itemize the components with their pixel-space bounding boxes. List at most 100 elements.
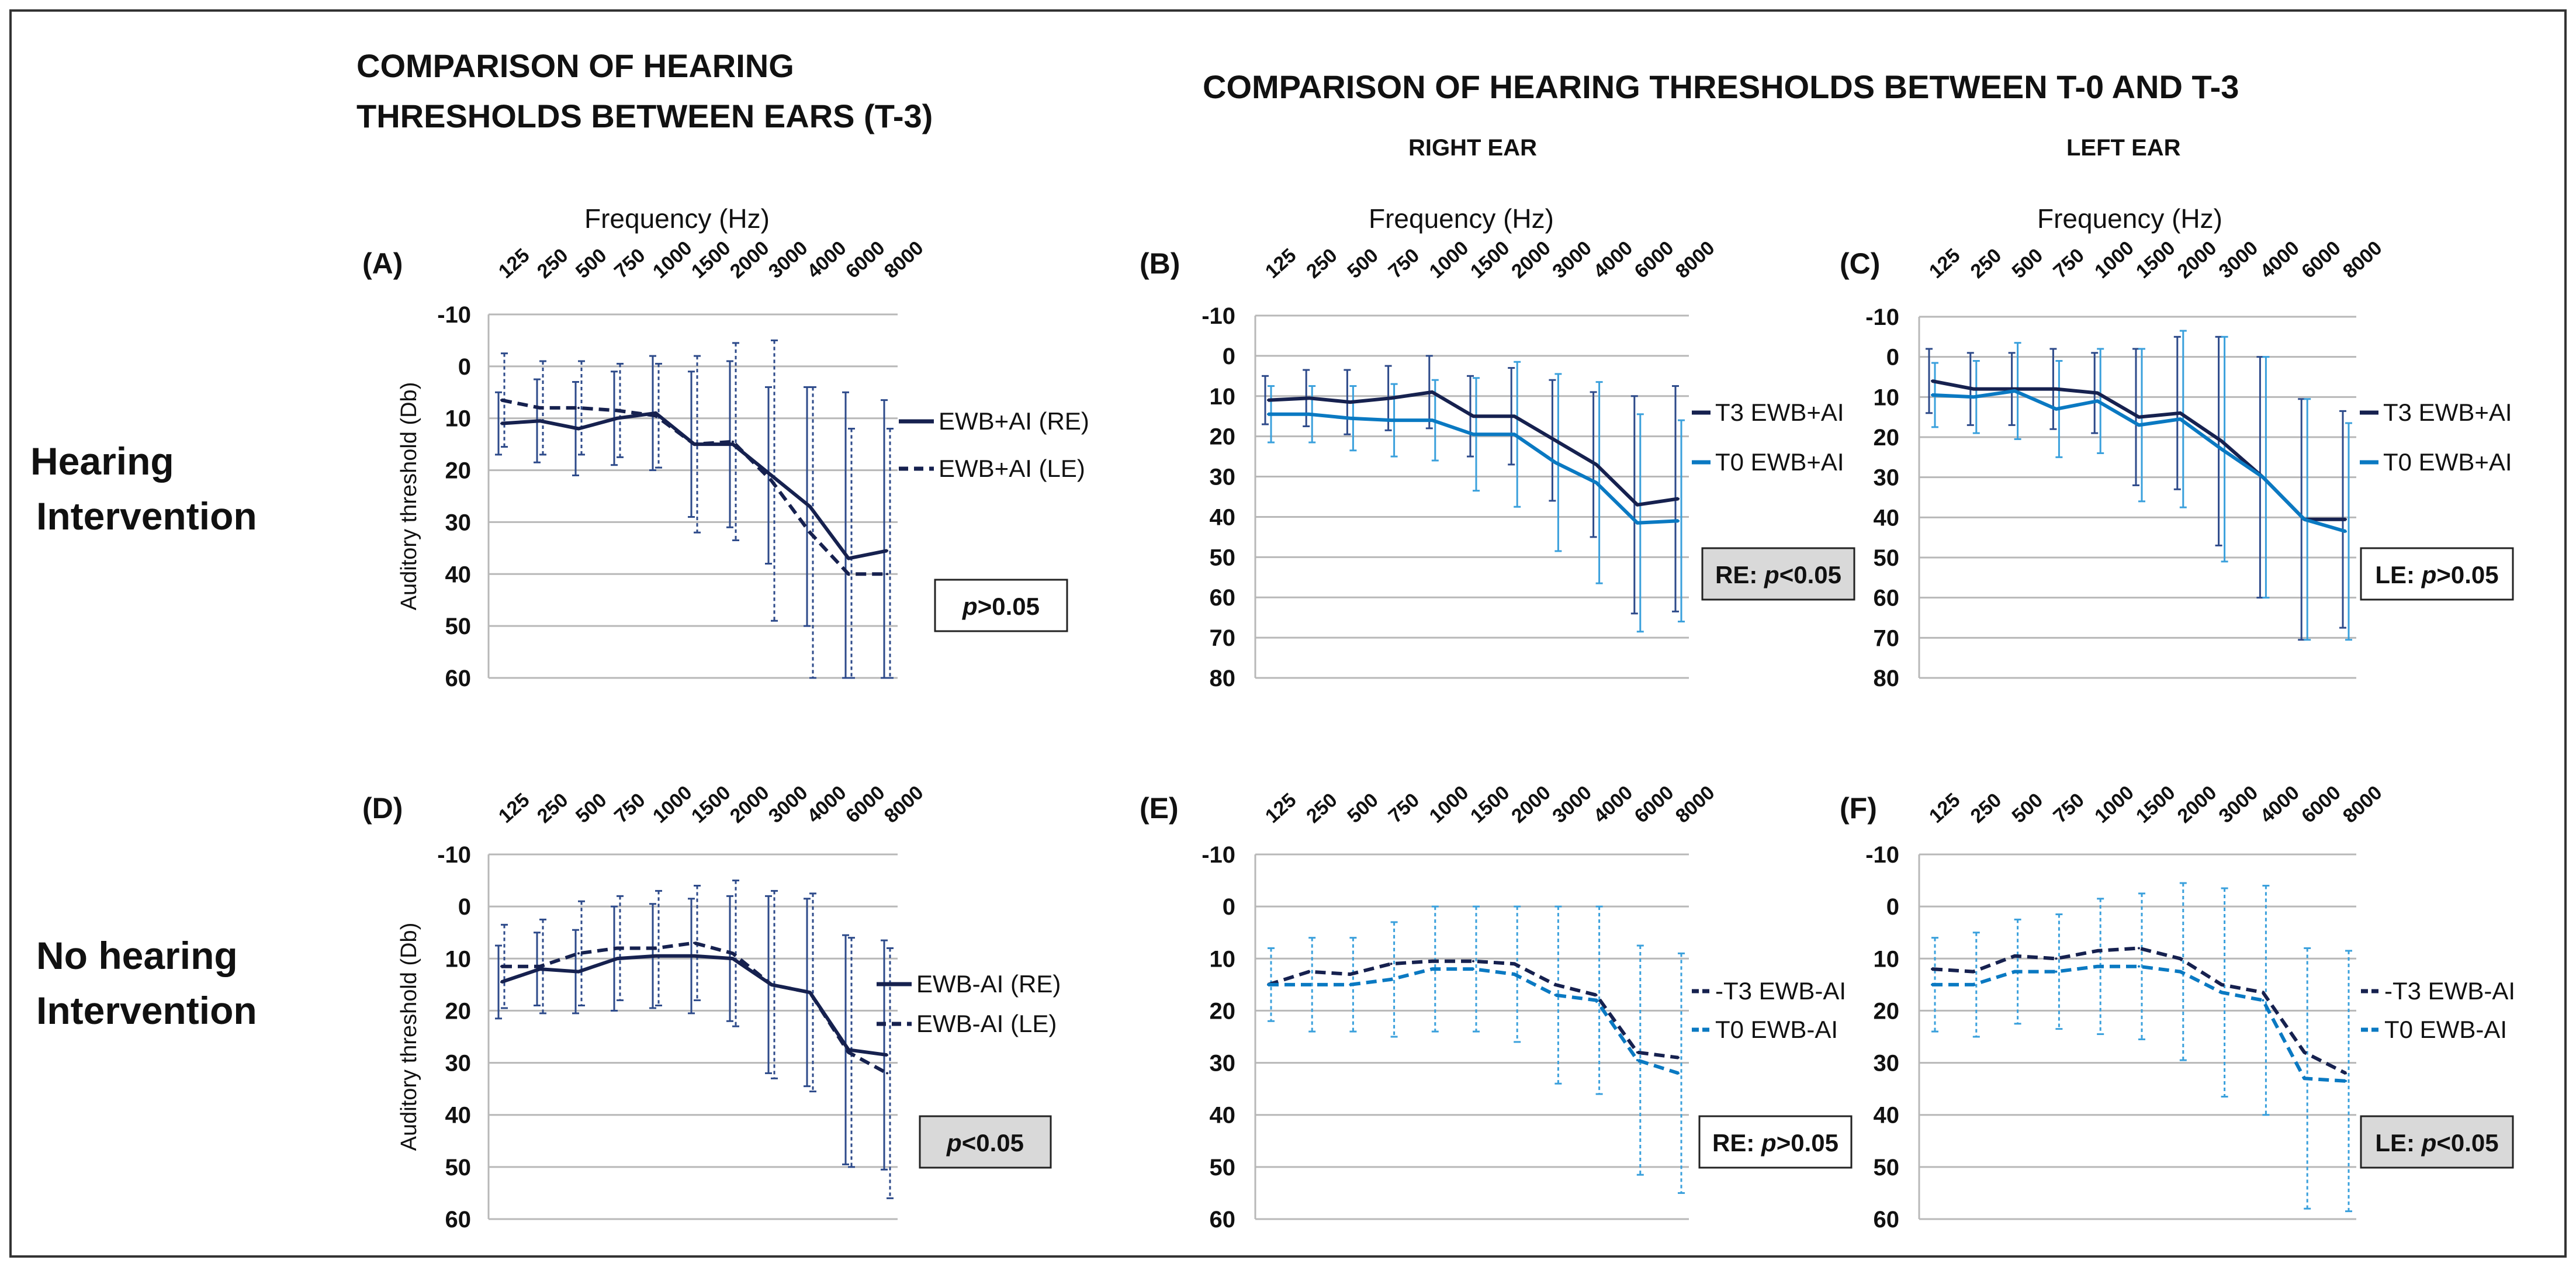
heading-left-line2: THRESHOLDS BETWEEN EARS (T-3) <box>356 98 933 134</box>
p-value-symbol: p <box>946 1129 962 1157</box>
series-point <box>1677 1072 1680 1075</box>
series-point <box>732 957 734 960</box>
series-point <box>886 1054 888 1057</box>
panel-letter: (B) <box>1140 247 1180 280</box>
series-point <box>2345 1072 2347 1075</box>
p-value-comparison: >0.05 <box>2436 561 2498 589</box>
y-tick-label: 50 <box>1210 545 1236 570</box>
series-point <box>2262 991 2265 994</box>
y-tick-label: 60 <box>1210 585 1236 611</box>
legend-label: T3 EWB+AI <box>2383 399 2512 426</box>
series-line <box>501 941 888 1075</box>
y-axis-title: Auditory threshold (Db) <box>397 382 421 611</box>
series-point <box>847 573 850 576</box>
series-point <box>577 952 580 955</box>
y-tick-label: 10 <box>1210 946 1236 972</box>
series-point <box>886 1072 888 1075</box>
row-label-hearing-line2: Intervention <box>36 494 257 538</box>
row-label-no-hearing-line2: Intervention <box>36 989 257 1032</box>
chart-panels: -100102030405060125250500750100015002000… <box>362 203 2515 1233</box>
series-point <box>1267 399 1269 401</box>
p-value-text: p>0.05 <box>962 593 1040 620</box>
y-tick-label: 10 <box>1874 946 1900 972</box>
series-point <box>2179 957 2182 960</box>
series-point <box>732 952 734 955</box>
y-tick-label: -10 <box>1865 304 1899 330</box>
series-point <box>2220 991 2223 994</box>
series-point <box>2303 1051 2306 1054</box>
legend-label: EWB-AI (LE) <box>916 1010 1057 1037</box>
series-point <box>809 505 811 508</box>
y-tick-label: 50 <box>445 1155 472 1181</box>
p-value-prefix: LE: <box>2375 561 2421 589</box>
series-point <box>1636 1059 1639 1062</box>
p-value-text: RE: p>0.05 <box>1712 1129 1838 1157</box>
p-value-symbol: p <box>962 593 978 620</box>
series-point <box>2055 957 2058 960</box>
series-point <box>2179 411 2182 414</box>
series-point <box>1390 419 1393 422</box>
row-label-hearing-line1: Hearing <box>30 439 174 483</box>
series-point <box>2138 947 2140 950</box>
series-point <box>2013 970 2016 973</box>
series-point <box>1267 983 1269 986</box>
series-point <box>655 411 657 414</box>
y-tick-label: 70 <box>1210 625 1236 651</box>
series-point <box>539 420 541 423</box>
x-axis-title: Frequency (Hz) <box>1369 203 1554 234</box>
series-point <box>2096 400 2099 403</box>
heading-right-ear: RIGHT EAR <box>1408 135 1537 161</box>
y-tick-label: 80 <box>1210 666 1236 691</box>
series-point <box>1513 973 1516 976</box>
y-tick-label: 60 <box>445 666 472 691</box>
legend-label: T0 EWB+AI <box>1715 448 1844 476</box>
series-point <box>616 417 618 420</box>
series-point <box>770 983 773 986</box>
y-tick-label: 30 <box>1874 1051 1900 1076</box>
y-tick-label: 40 <box>1874 1103 1900 1128</box>
series-point <box>1513 963 1516 965</box>
p-value-symbol: p <box>2421 1129 2437 1157</box>
series-point <box>732 443 734 446</box>
series-point <box>577 970 580 973</box>
chart-panel-d: -100102030405060125250500750100015002000… <box>362 781 1061 1233</box>
y-tick-label: 40 <box>445 1103 472 1128</box>
legend-label: -T3 EWB-AI <box>2384 977 2515 1005</box>
series-point <box>693 443 695 446</box>
panel-letter: (A) <box>362 247 403 280</box>
series-point <box>1931 968 1933 971</box>
y-tick-label: 0 <box>1223 894 1235 920</box>
y-tick-label: 20 <box>445 458 472 484</box>
series-point <box>2013 954 2016 957</box>
series-point <box>1349 417 1352 420</box>
p-value-text: LE: p>0.05 <box>2375 561 2498 589</box>
y-tick-label: 20 <box>445 998 472 1024</box>
series-point <box>1431 390 1434 393</box>
p-value-comparison: >0.05 <box>1777 1129 1838 1157</box>
y-tick-label: 20 <box>1210 424 1236 450</box>
series-point <box>1595 463 1598 466</box>
series-point <box>847 1051 850 1054</box>
heading-left-ear: LEFT EAR <box>2066 135 2181 161</box>
p-value-comparison: <0.05 <box>1779 561 1841 589</box>
p-value-box <box>1698 1115 1853 1169</box>
series-point <box>1972 387 1975 390</box>
series-point <box>770 474 773 477</box>
series-point <box>2013 390 2016 393</box>
p-value-box <box>2360 1115 2514 1169</box>
series-point <box>1636 1051 1639 1054</box>
series-point <box>2055 407 2058 410</box>
series-point <box>2303 518 2306 521</box>
y-tick-label: 30 <box>445 1051 472 1076</box>
p-value-prefix: RE: <box>1712 1129 1761 1157</box>
panel-letter: (E) <box>1140 792 1179 825</box>
y-tick-label: 40 <box>1210 504 1236 530</box>
series-point <box>500 981 503 984</box>
series-point <box>1308 397 1311 400</box>
legend-label: T0 EWB+AI <box>2383 448 2512 476</box>
series-point <box>1349 401 1352 404</box>
y-tick-label: 50 <box>445 614 472 639</box>
series-point <box>1349 983 1352 986</box>
y-tick-label: 60 <box>445 1207 472 1233</box>
